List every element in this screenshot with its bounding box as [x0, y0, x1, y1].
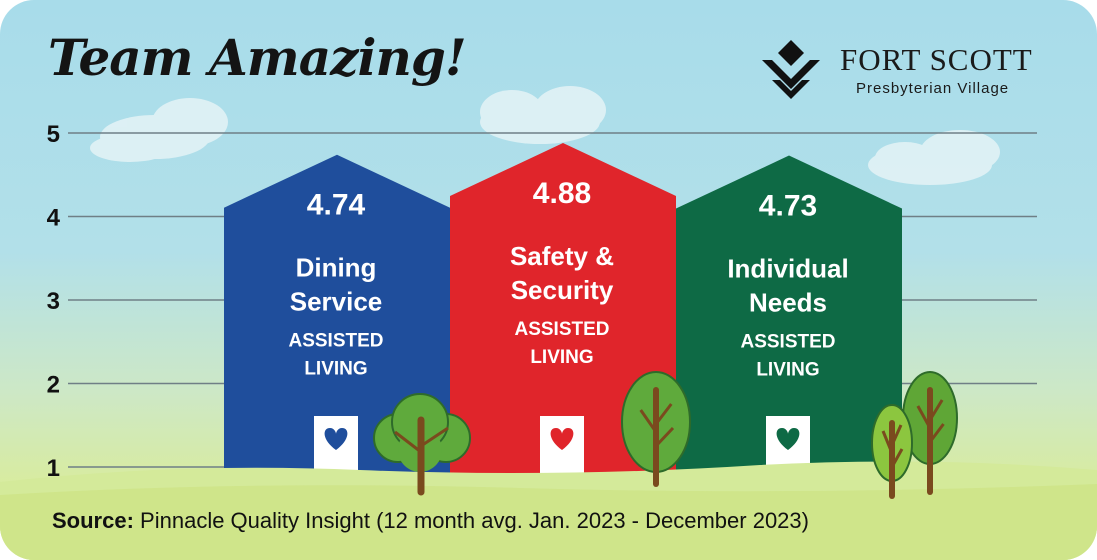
source-text: Pinnacle Quality Insight (12 month avg. …	[140, 508, 809, 533]
bar-shape	[224, 154, 450, 478]
category-label: Individual	[727, 254, 848, 284]
category-sublabel: LIVING	[756, 360, 819, 381]
category-label: Service	[290, 287, 383, 317]
heart-icon	[550, 428, 574, 450]
category-sublabel: LIVING	[530, 347, 593, 368]
y-tick-label: 3	[47, 288, 60, 315]
heart-icon	[776, 428, 800, 450]
source-label: Source:	[52, 508, 134, 533]
brand-logo: FORT SCOTT Presbyterian Village	[756, 38, 1056, 108]
category-label: Security	[511, 275, 614, 305]
tree-icon	[902, 371, 958, 495]
bar-shape	[676, 155, 902, 479]
tree-icon	[373, 393, 471, 496]
data-label: 4.73	[759, 190, 817, 223]
category-sublabel: ASSISTED	[288, 331, 383, 352]
tree-icon	[871, 404, 913, 499]
door-icon	[314, 416, 358, 474]
data-label: 4.74	[307, 189, 366, 222]
fort-scott-logo-icon	[762, 40, 820, 99]
category-label: Needs	[749, 288, 827, 318]
category-sublabel: ASSISTED	[740, 332, 835, 353]
y-tick-label: 5	[47, 121, 60, 148]
category-label: Safety &	[510, 241, 614, 271]
ground-hill-shade	[0, 484, 1097, 560]
bar-safety: 4.88 Safety & Security ASSISTED LIVING	[450, 143, 676, 478]
category-label: Dining	[296, 253, 377, 283]
tree-icon	[621, 371, 691, 487]
y-tick-label: 1	[47, 455, 60, 482]
y-tick-label: 2	[47, 372, 60, 399]
door-icon	[540, 416, 584, 474]
bar-shape	[450, 143, 676, 478]
data-label: 4.88	[533, 177, 591, 210]
brand-name: FORT SCOTT	[840, 42, 1033, 77]
cloud-icon	[868, 130, 1000, 185]
heart-icon	[324, 428, 348, 450]
bar-dining: 4.74 Dining Service ASSISTED LIVING	[224, 154, 450, 478]
source-note: Source: Pinnacle Quality Insight (12 mon…	[52, 508, 809, 534]
brand-subtitle: Presbyterian Village	[856, 80, 1010, 97]
bar-individual: 4.73 Individual Needs ASSISTED LIVING	[676, 155, 902, 479]
category-sublabel: ASSISTED	[514, 319, 609, 340]
category-sublabel: LIVING	[304, 359, 367, 380]
cloud-icon	[480, 86, 606, 144]
cloud-icon	[90, 98, 228, 162]
y-tick-label: 4	[47, 205, 61, 232]
page-title: Team Amazing!	[48, 28, 467, 87]
